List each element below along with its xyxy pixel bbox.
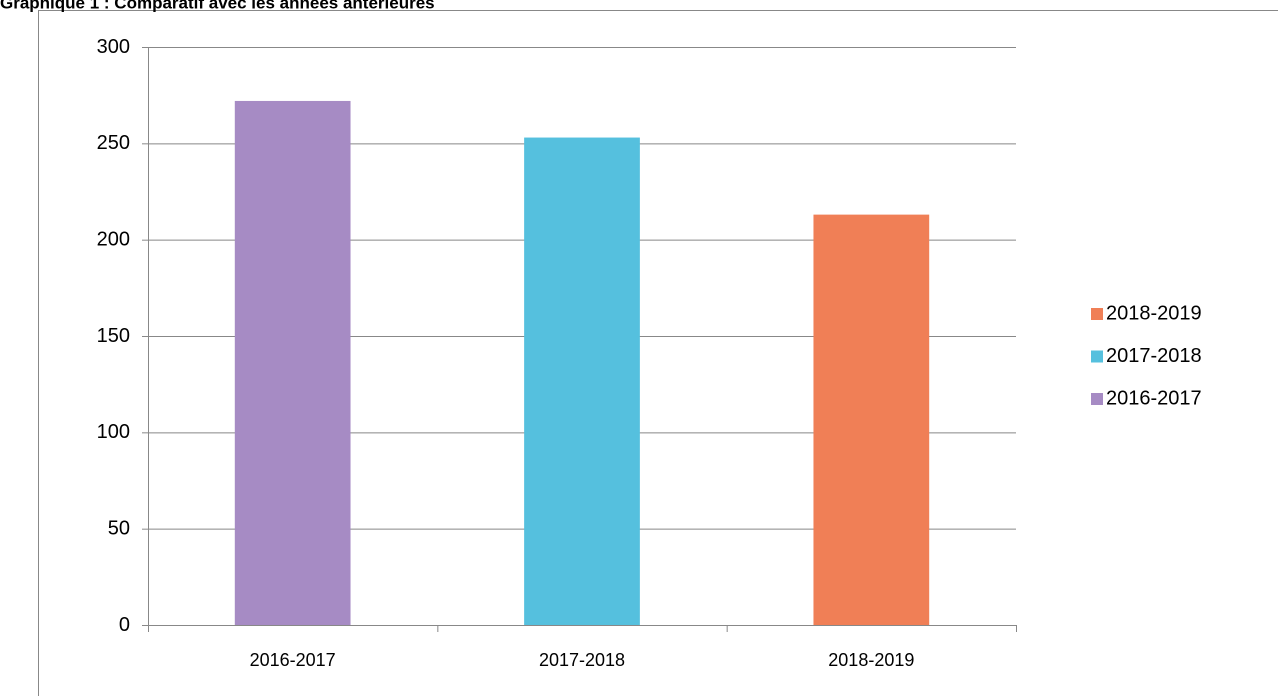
bar bbox=[234, 100, 351, 626]
legend-swatch bbox=[1091, 393, 1103, 405]
x-tick-label: 2018-2019 bbox=[828, 650, 914, 670]
y-tick-label: 150 bbox=[97, 325, 130, 347]
x-tick-label: 2017-2018 bbox=[539, 650, 625, 670]
y-tick-label: 100 bbox=[97, 421, 130, 443]
y-tick-label: 300 bbox=[97, 36, 130, 58]
y-tick-label: 50 bbox=[108, 517, 130, 539]
legend-swatch bbox=[1091, 308, 1103, 320]
legend-swatch bbox=[1091, 350, 1103, 363]
legend-label: 2017-2018 bbox=[1106, 345, 1202, 367]
chart-title: Graphique 1 : Comparatif avec les années… bbox=[0, 0, 435, 12]
legend-label: 2018-2019 bbox=[1106, 302, 1202, 324]
y-tick-label: 0 bbox=[119, 614, 130, 636]
x-tick-label: 2016-2017 bbox=[250, 650, 336, 670]
y-tick-label: 250 bbox=[97, 132, 130, 154]
bar bbox=[813, 214, 930, 625]
legend-label: 2016-2017 bbox=[1106, 387, 1202, 409]
y-tick-label: 200 bbox=[97, 228, 130, 250]
bar bbox=[524, 137, 640, 625]
